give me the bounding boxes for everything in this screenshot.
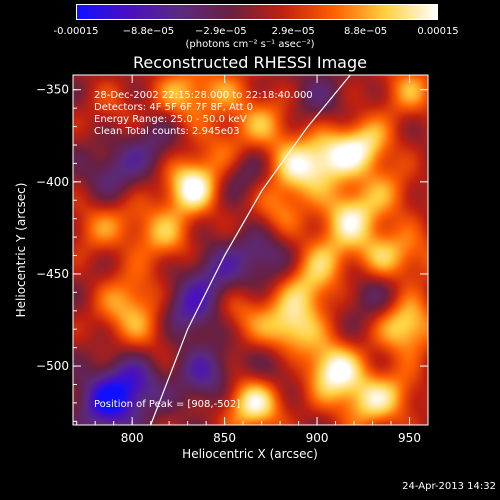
colorbar	[76, 4, 438, 20]
x-tick-label: 850	[213, 431, 236, 445]
y-tick-label: −500	[36, 359, 69, 373]
heatmap-image	[73, 75, 428, 425]
colorbar-tick-label: −2.9e−05	[195, 26, 247, 37]
colorbar-tick-label: −8.8e−05	[122, 26, 175, 37]
colorbar-label: (photons cm⁻² s⁻¹ asec⁻²)	[185, 39, 315, 50]
colorbar-tick-label: 8.8e−05	[344, 26, 388, 37]
colorbar-tick-label: -0.00015	[53, 26, 99, 37]
x-tick-label: 950	[398, 431, 421, 445]
chart-title: Reconstructed RHESSI Image	[133, 53, 367, 72]
y-tick-label: −400	[36, 175, 69, 189]
x-tick-label: 900	[306, 431, 329, 445]
colorbar-tick-label: 0.00015	[417, 26, 459, 37]
colorbar-tick-label: 2.9e−05	[271, 26, 315, 37]
y-tick-label: −450	[36, 267, 69, 281]
x-axis-label: Heliocentric X (arcsec)	[182, 447, 318, 461]
x-tick-label: 800	[121, 431, 144, 445]
timestamp-footer: 24-Apr-2013 14:32	[402, 481, 496, 492]
y-axis-label: Heliocentric Y (arcsec)	[14, 182, 28, 318]
y-tick-label: −350	[36, 83, 69, 97]
